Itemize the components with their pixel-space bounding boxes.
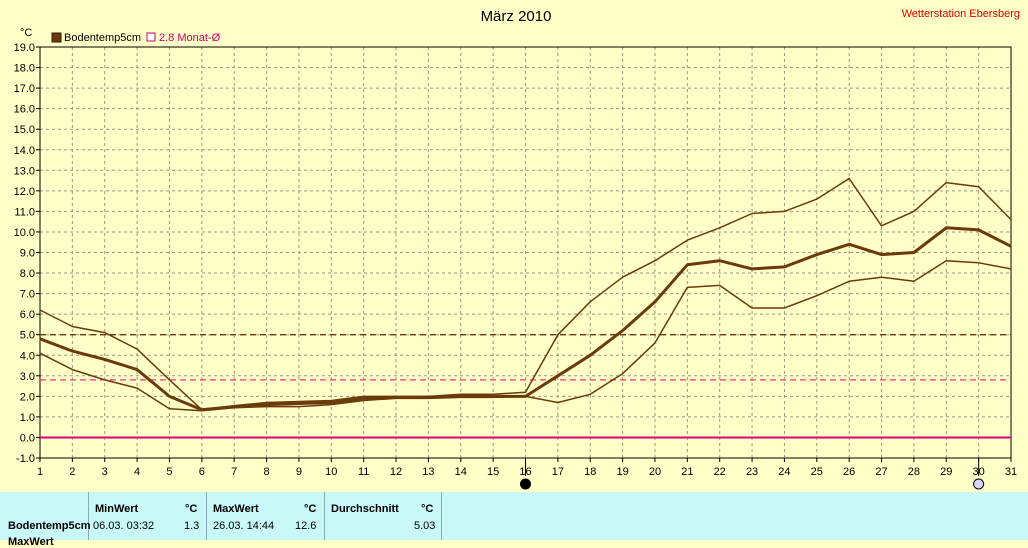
stats-row-label: Bodentemp5cm bbox=[8, 520, 91, 532]
max-header: MaxWert bbox=[213, 503, 259, 515]
y-tick-label: 15.0 bbox=[14, 124, 35, 136]
x-tick-label: 15 bbox=[487, 466, 499, 478]
series-line-2 bbox=[39, 259, 1012, 412]
x-tick-label: 27 bbox=[875, 466, 887, 478]
y-tick-label: 16.0 bbox=[14, 104, 35, 116]
y-tick-label: 2.0 bbox=[20, 391, 35, 403]
x-tick-label: 2 bbox=[69, 466, 75, 478]
y-tick-label: 6.0 bbox=[20, 309, 35, 321]
avg-unit-header: °C bbox=[421, 503, 434, 515]
x-tick-label: 6 bbox=[199, 466, 205, 478]
y-tick-label: 9.0 bbox=[20, 248, 35, 260]
x-tick-label: 8 bbox=[264, 466, 270, 478]
y-tick-label: 0.0 bbox=[20, 432, 35, 444]
min-value: 1.3 bbox=[184, 520, 200, 532]
stats-divider bbox=[206, 492, 207, 540]
y-tick-label: 1.0 bbox=[20, 412, 35, 424]
x-tick-label: 12 bbox=[390, 466, 402, 478]
chart: März 2010 Wetterstation Ebersberg °C Bod… bbox=[14, 8, 1020, 490]
legend-swatch-monthly-avg bbox=[146, 32, 156, 42]
max-value: 12.6 bbox=[295, 520, 317, 532]
stats-next-row-label: MaxWert bbox=[8, 536, 54, 548]
x-tick-label: 26 bbox=[843, 466, 855, 478]
x-tick-label: 10 bbox=[325, 466, 337, 478]
x-tick-label: 22 bbox=[714, 466, 726, 478]
y-tick-label: 19.0 bbox=[14, 42, 35, 54]
min-header: MinWert bbox=[95, 503, 139, 515]
x-tick-label: 18 bbox=[584, 466, 596, 478]
stats-divider bbox=[441, 492, 442, 540]
x-tick-label: 11 bbox=[358, 466, 369, 478]
chart-title: März 2010 bbox=[481, 8, 552, 25]
max-unit-header: °C bbox=[304, 503, 317, 515]
min-unit-header: °C bbox=[185, 503, 198, 515]
legend: Bodentemp5cm 2.8 Monat-Ø bbox=[51, 32, 221, 44]
x-tick-label: 9 bbox=[296, 466, 302, 478]
legend-label-bodentemp: Bodentemp5cm bbox=[64, 32, 141, 44]
y-axis-unit: °C bbox=[20, 27, 32, 39]
x-tick-label: 7 bbox=[231, 466, 237, 478]
x-tick-label: 1 bbox=[37, 466, 43, 478]
y-tick-label: 13.0 bbox=[14, 165, 35, 177]
y-tick-label: 18.0 bbox=[14, 63, 35, 75]
x-tick-label: 28 bbox=[908, 466, 920, 478]
y-tick-label: 8.0 bbox=[20, 268, 35, 280]
x-tick-label: 24 bbox=[778, 466, 790, 478]
full-moon-icon bbox=[973, 478, 985, 490]
y-tick-label: 14.0 bbox=[14, 145, 35, 157]
y-tick-label: 11.0 bbox=[14, 206, 35, 218]
new-moon-icon bbox=[520, 478, 531, 490]
y-tick-label: 10.0 bbox=[14, 227, 35, 239]
x-tick-label: 14 bbox=[455, 466, 467, 478]
legend-label-monthly-avg: 2.8 Monat-Ø bbox=[159, 32, 221, 44]
stats-divider bbox=[324, 492, 325, 540]
x-tick-label: 13 bbox=[422, 466, 434, 478]
max-time: 26.03. 14:44 bbox=[213, 520, 275, 532]
y-tick-label: 17.0 bbox=[14, 83, 35, 95]
x-tick-label: 5 bbox=[166, 466, 172, 478]
x-tick-label: 29 bbox=[940, 466, 952, 478]
y-tick-label: -1.0 bbox=[16, 453, 35, 465]
x-tick-label: 31 bbox=[1005, 466, 1017, 478]
series-line-1 bbox=[39, 177, 1012, 411]
x-tick-label: 21 bbox=[681, 466, 693, 478]
x-tick-label: 25 bbox=[811, 466, 823, 478]
x-tick-label: 23 bbox=[746, 466, 758, 478]
avg-value: 5.03 bbox=[414, 520, 436, 532]
legend-swatch-bodentemp bbox=[51, 32, 62, 43]
avg-header: Durchschnitt bbox=[331, 503, 399, 515]
y-tick-label: 7.0 bbox=[20, 289, 35, 301]
x-tick-label: 4 bbox=[134, 466, 140, 478]
x-tick-label: 17 bbox=[552, 466, 564, 478]
x-tick-label: 20 bbox=[649, 466, 661, 478]
x-tick-label: 19 bbox=[616, 466, 628, 478]
y-tick-label: 5.0 bbox=[20, 330, 35, 342]
plot-area: 1 2 3 4 5 6 7 8 9 10 11 12 13 14 15 16 17 18 19 20 21 22 23 24 2… bbox=[14, 42, 1017, 490]
statistics-panel: MinWert °C MaxWert °C Durchschnitt °C Bo… bbox=[0, 492, 1028, 548]
y-tick-label: 4.0 bbox=[20, 350, 35, 362]
x-tick-label: 3 bbox=[102, 466, 108, 478]
min-time: 06.03. 03:32 bbox=[93, 520, 155, 532]
y-tick-label: 3.0 bbox=[20, 371, 35, 383]
station-name: Wetterstation Ebersberg bbox=[902, 8, 1020, 20]
y-tick-label: 12.0 bbox=[14, 186, 35, 198]
stats-divider bbox=[88, 492, 89, 540]
